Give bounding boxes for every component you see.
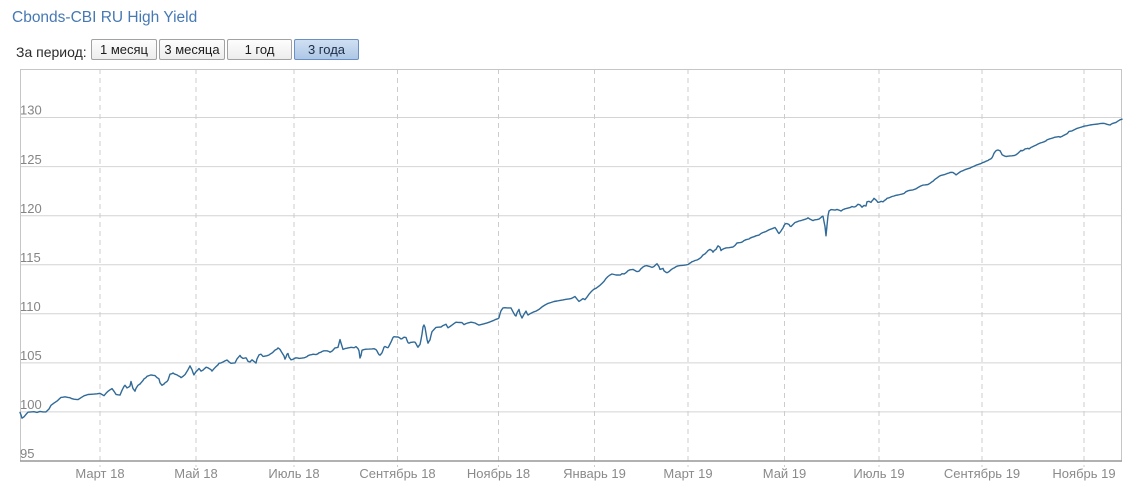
svg-text:Ноябрь 18: Ноябрь 18: [467, 466, 530, 481]
svg-text:Июль 18: Июль 18: [268, 466, 319, 481]
svg-text:115: 115: [20, 250, 41, 265]
svg-text:Май 19: Май 19: [763, 466, 807, 481]
svg-text:125: 125: [20, 152, 42, 167]
svg-text:Ноябрь 19: Ноябрь 19: [1052, 466, 1115, 481]
svg-text:95: 95: [20, 446, 34, 461]
svg-text:Январь 19: Январь 19: [563, 466, 626, 481]
svg-text:130: 130: [20, 103, 42, 118]
svg-text:Июль 19: Июль 19: [853, 466, 904, 481]
svg-text:Сентябрь 19: Сентябрь 19: [944, 466, 1020, 481]
svg-text:Май 18: Май 18: [174, 466, 218, 481]
svg-text:Сентябрь 18: Сентябрь 18: [359, 466, 435, 481]
svg-text:100: 100: [20, 397, 42, 412]
svg-text:Март 18: Март 18: [75, 466, 124, 481]
svg-text:120: 120: [20, 201, 42, 216]
svg-text:110: 110: [20, 299, 41, 314]
svg-text:105: 105: [20, 348, 42, 363]
svg-text:Март 19: Март 19: [663, 466, 712, 481]
